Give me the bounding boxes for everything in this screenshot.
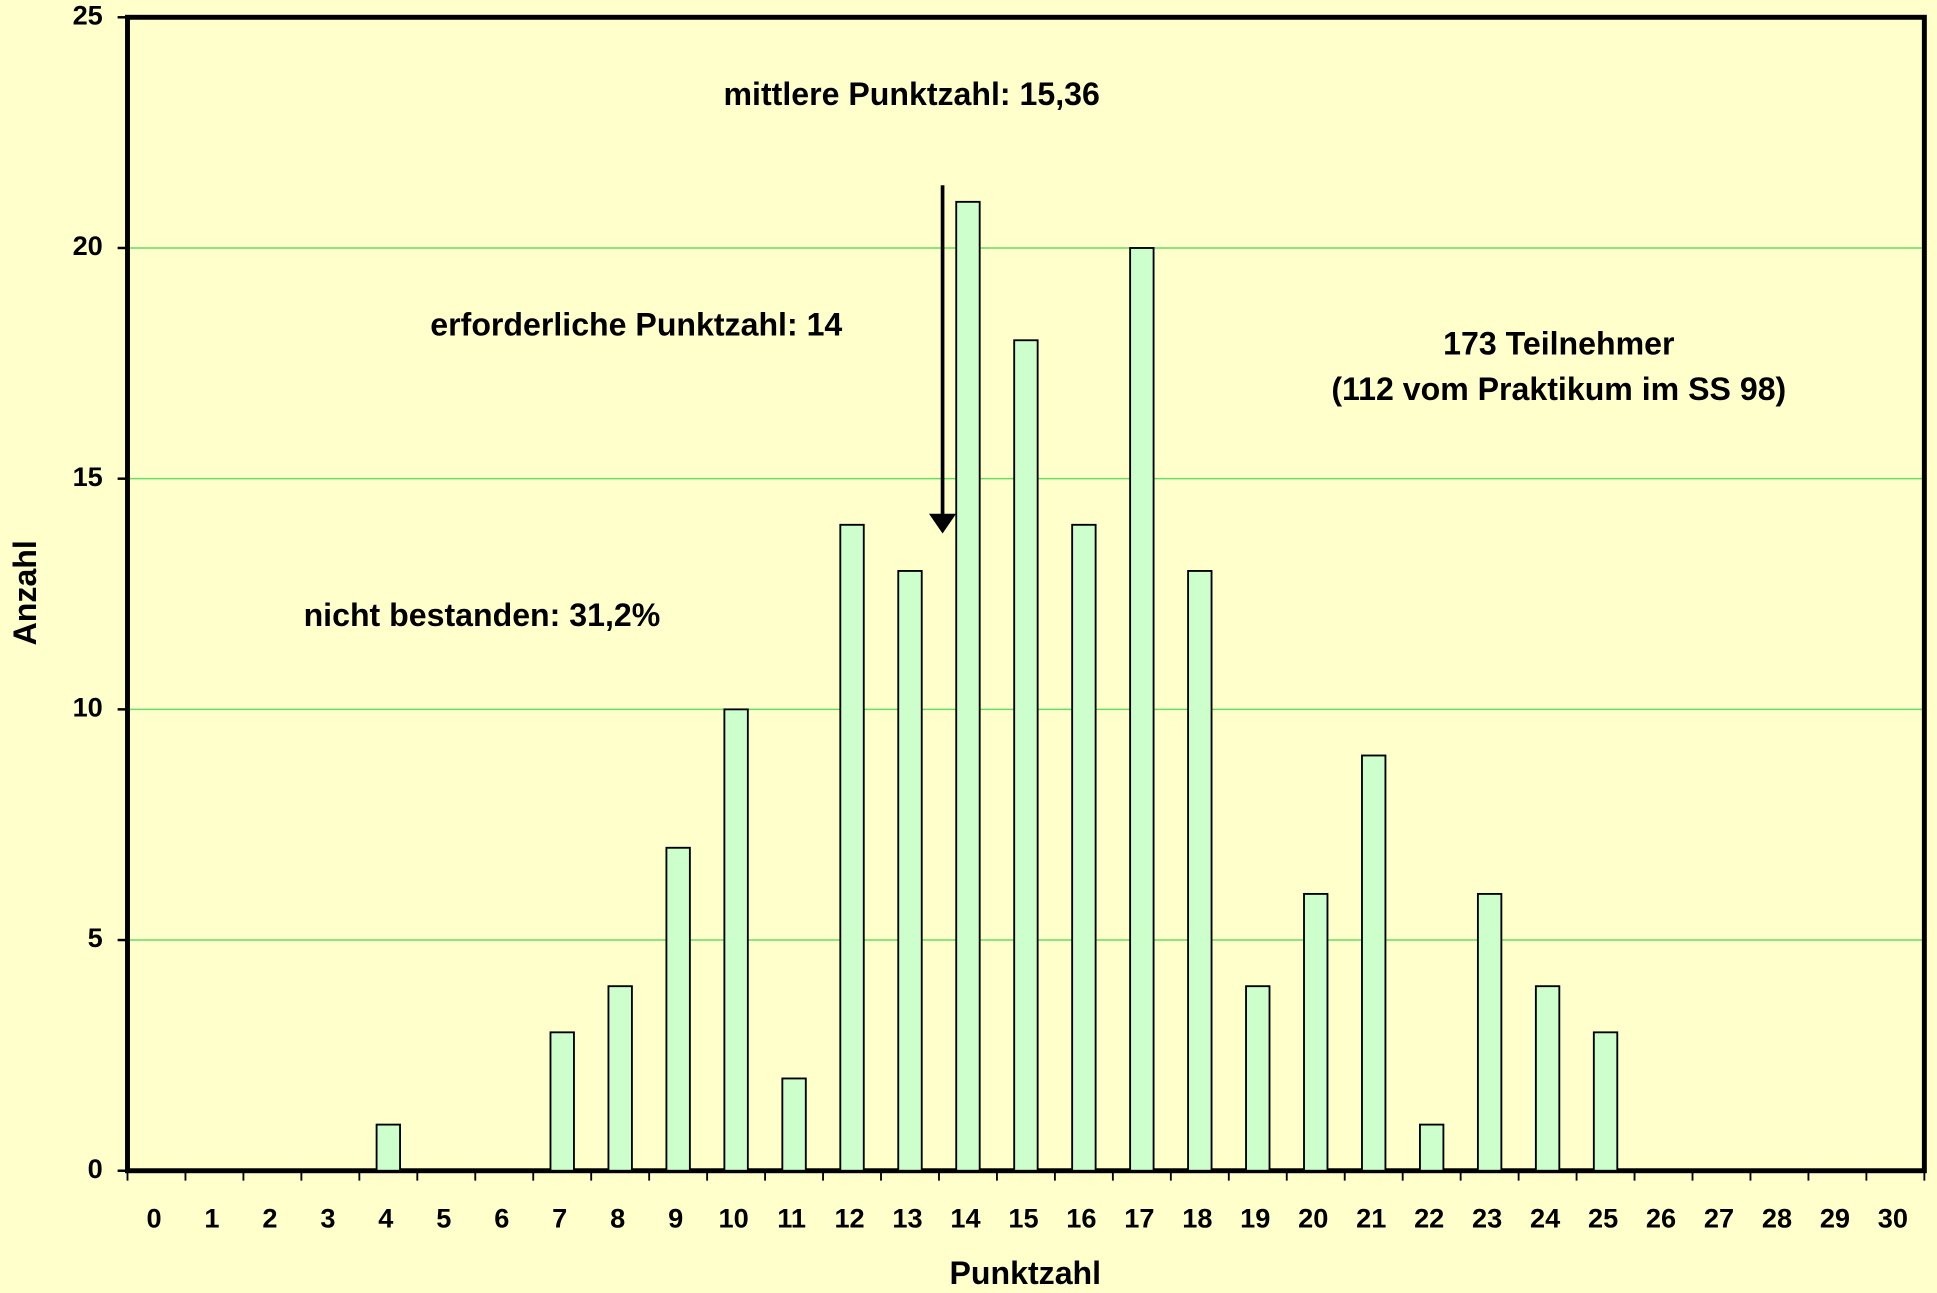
bar: [607, 985, 633, 1172]
x-tick-label: 10: [719, 1202, 749, 1233]
x-tick-label: 17: [1124, 1202, 1154, 1233]
x-tick-label: 6: [494, 1202, 509, 1233]
x-tick-label: 5: [436, 1202, 451, 1233]
x-tick-label: 1: [204, 1202, 219, 1233]
x-tick-label: 21: [1356, 1202, 1386, 1233]
x-tick-label: 16: [1066, 1202, 1096, 1233]
x-tick-label: 3: [320, 1202, 335, 1233]
y-tick-label: 5: [88, 922, 103, 953]
y-tick-label: 25: [73, 0, 103, 30]
annotation: (112 vom Praktikum im SS 98): [1331, 371, 1786, 407]
x-tick-label: 4: [378, 1202, 393, 1233]
annotation: nicht bestanden: 31,2%: [304, 597, 661, 633]
x-tick-label: 9: [668, 1202, 683, 1233]
x-tick-label: 30: [1878, 1202, 1908, 1233]
x-tick-label: 13: [892, 1202, 922, 1233]
x-tick-label: 23: [1472, 1202, 1502, 1233]
annotation: 173 Teilnehmer: [1443, 325, 1674, 361]
bar: [1361, 754, 1387, 1172]
bar: [1476, 892, 1503, 1172]
y-tick-label: 20: [73, 230, 103, 261]
x-tick-label: 25: [1588, 1202, 1618, 1233]
y-tick-label: 15: [73, 461, 103, 492]
bar: [781, 1077, 807, 1172]
bar: [1419, 1123, 1445, 1172]
x-tick-label: 27: [1704, 1202, 1734, 1233]
x-tick-label: 2: [262, 1202, 277, 1233]
bar: [723, 708, 749, 1172]
bar: [955, 200, 981, 1172]
bar: [1187, 570, 1213, 1172]
x-tick-label: 7: [552, 1202, 567, 1233]
bar: [375, 1123, 401, 1172]
bar: [665, 846, 691, 1172]
x-tick-label: 24: [1530, 1202, 1560, 1233]
arrow-head: [928, 513, 957, 534]
x-tick-label: 15: [1008, 1202, 1038, 1233]
y-tick-label: 10: [73, 692, 103, 723]
bar: [1303, 892, 1329, 1172]
x-tick-label: 11: [777, 1202, 806, 1233]
x-tick-label: 0: [146, 1202, 161, 1233]
x-tick-label: 14: [950, 1202, 980, 1233]
bar: [1592, 1031, 1619, 1172]
x-tick-label: 20: [1298, 1202, 1328, 1233]
x-tick-label: 26: [1646, 1202, 1676, 1233]
y-axis-label: Anzahl: [7, 540, 43, 645]
annotation: erforderliche Punktzahl: 14: [430, 307, 842, 343]
x-tick-label: 22: [1414, 1202, 1444, 1233]
bar: [1013, 339, 1039, 1172]
bar: [1129, 247, 1155, 1172]
x-tick-label: 29: [1820, 1202, 1850, 1233]
y-tick-label: 0: [88, 1153, 103, 1184]
x-axis-label: Punktzahl: [950, 1255, 1102, 1291]
x-tick-label: 28: [1762, 1202, 1792, 1233]
x-tick-label: 18: [1182, 1202, 1212, 1233]
bar: [1245, 985, 1271, 1172]
bar: [897, 570, 923, 1172]
bar: [1071, 523, 1097, 1172]
bar: [839, 523, 865, 1172]
x-tick-label: 19: [1240, 1202, 1270, 1233]
x-tick-label: 8: [610, 1202, 625, 1233]
x-tick-label: 12: [834, 1202, 864, 1233]
annotation: mittlere Punktzahl: 15,36: [724, 76, 1100, 112]
bar: [549, 1031, 575, 1172]
bar: [1534, 985, 1561, 1172]
